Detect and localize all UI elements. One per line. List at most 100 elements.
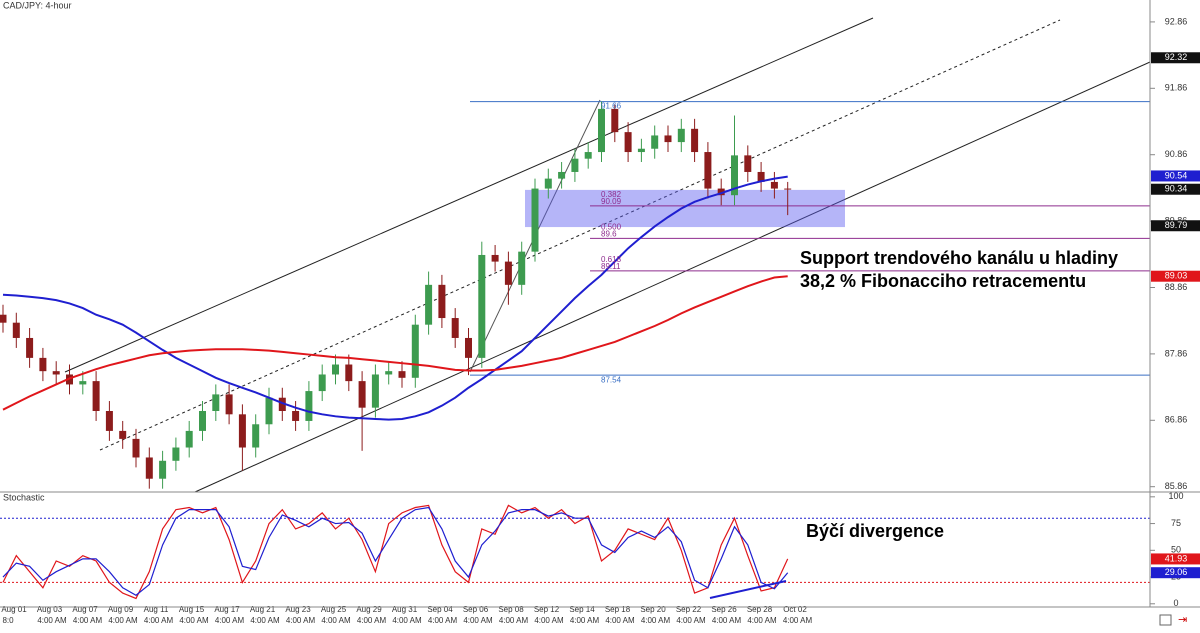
time-label: 4:00 AM: [712, 616, 742, 625]
price-label: 89.03: [1165, 271, 1188, 281]
time-label: 4:00 AM: [783, 616, 813, 625]
candle-body: [425, 284, 433, 325]
price-label: 90.54: [1165, 170, 1188, 180]
price-label-box: [1151, 553, 1200, 565]
x-tick-label: Aug 11: [144, 605, 169, 614]
title-bg: [0, 0, 95, 12]
channel-lower: [194, 61, 1151, 493]
x-tick-label: Aug 29: [356, 605, 382, 614]
candle-body: [544, 178, 552, 189]
fib-ratio: 0.382: [601, 190, 622, 199]
candle-body: [478, 254, 486, 358]
candle-body: [398, 371, 406, 378]
fib-price: 89.11: [601, 262, 621, 271]
candle-body: [12, 322, 20, 338]
candle-body: [611, 108, 619, 133]
candle-body: [318, 374, 326, 392]
candle-body: [119, 430, 127, 439]
price-label: 92.32: [1165, 52, 1188, 62]
y-tick-label: 92.86: [1165, 16, 1188, 26]
y-tick-label: 50: [1171, 545, 1181, 555]
time-label: 4:00 AM: [605, 616, 635, 625]
time-label: 4:00 AM: [392, 616, 422, 625]
x-tick-label: Aug 25: [321, 605, 347, 614]
candle-body: [79, 381, 87, 385]
time-label: 4:00 AM: [676, 616, 706, 625]
x-tick-label: Sep 14: [569, 605, 595, 614]
time-label: 8:0: [2, 616, 14, 625]
x-tick-label: Aug 01: [1, 605, 27, 614]
y-tick-label: 88.86: [1165, 282, 1188, 292]
candle-body: [292, 410, 300, 421]
support-zone: [525, 189, 845, 228]
x-tick-label: Sep 08: [498, 605, 524, 614]
price-label: 29.06: [1165, 567, 1188, 577]
candle-body: [132, 438, 140, 458]
fib-ratio: 0.500: [601, 222, 622, 231]
candle-body: [584, 152, 592, 159]
x-tick-label: Aug 31: [392, 605, 418, 614]
candle-body: [518, 251, 526, 285]
candle-body: [744, 155, 752, 172]
candle-body: [39, 357, 47, 372]
candle-body: [704, 152, 712, 189]
candle-body: [598, 108, 605, 153]
marks: [0, 101, 792, 600]
candle-body: [465, 337, 472, 358]
candle-body: [52, 371, 60, 375]
candle-body: [371, 374, 379, 408]
candle-body: [172, 447, 180, 461]
fib-price: 89.6: [601, 229, 617, 238]
x-tick-label: Aug 23: [285, 605, 311, 614]
x-tick-label: Oct 02: [783, 605, 807, 614]
moving-average: [2, 175, 788, 421]
time-label: 4:00 AM: [250, 616, 280, 625]
candle-body: [438, 284, 446, 319]
panel-title-bg: [0, 493, 42, 504]
price-label: 41.93: [1165, 553, 1188, 563]
x-tick-label: Sep 04: [427, 605, 453, 614]
candle-body: [159, 460, 167, 479]
time-label: 4:00 AM: [108, 616, 138, 625]
fib-ratio: 0.618: [601, 255, 622, 264]
annotation: Býčí divergence: [806, 521, 944, 541]
candle-body: [637, 148, 645, 153]
time-label: 4:00 AM: [37, 616, 67, 625]
candle-body: [504, 261, 512, 285]
x-tick-label: Aug 03: [37, 605, 63, 614]
candle-body: [731, 155, 738, 196]
drawings: [0, 17, 1155, 605]
candle-body: [451, 318, 459, 338]
candle-body: [225, 394, 233, 415]
candle-body: [199, 410, 206, 431]
x-tick-label: Sep 18: [605, 605, 631, 614]
candle-body: [185, 430, 193, 448]
candle-body: [691, 128, 699, 153]
x-tick-label: Aug 17: [214, 605, 240, 614]
candle-body: [212, 394, 220, 411]
time-label: 4:00 AM: [641, 616, 671, 625]
y-tick-label: 91.86: [1165, 83, 1188, 93]
overlays: 85.8686.8687.8688.8689.8690.8691.8692.86…: [1, 16, 1200, 625]
time-label: 4:00 AM: [286, 616, 316, 625]
time-label: 4:00 AM: [463, 616, 493, 625]
scroll-icon[interactable]: ⇥: [1178, 614, 1187, 626]
x-tick-label: Sep 06: [463, 605, 489, 614]
candle-body: [332, 364, 339, 375]
channel-upper: [64, 17, 874, 373]
time-label: 4:00 AM: [144, 616, 174, 625]
time-label: 4:00 AM: [499, 616, 529, 625]
candle-body: [677, 128, 685, 143]
time-label: 4:00 AM: [215, 616, 245, 625]
settings-icon[interactable]: [1159, 614, 1172, 626]
y-tick-label: 85.86: [1165, 481, 1188, 491]
candle-body: [770, 181, 778, 189]
candle-body: [26, 337, 34, 358]
candle-body: [558, 171, 566, 179]
y-tick-label: 87.86: [1165, 348, 1188, 358]
candle-body: [358, 381, 366, 408]
x-tick-label: Aug 15: [179, 605, 205, 614]
candle-body: [145, 457, 153, 479]
stochastic-line: [2, 506, 789, 596]
